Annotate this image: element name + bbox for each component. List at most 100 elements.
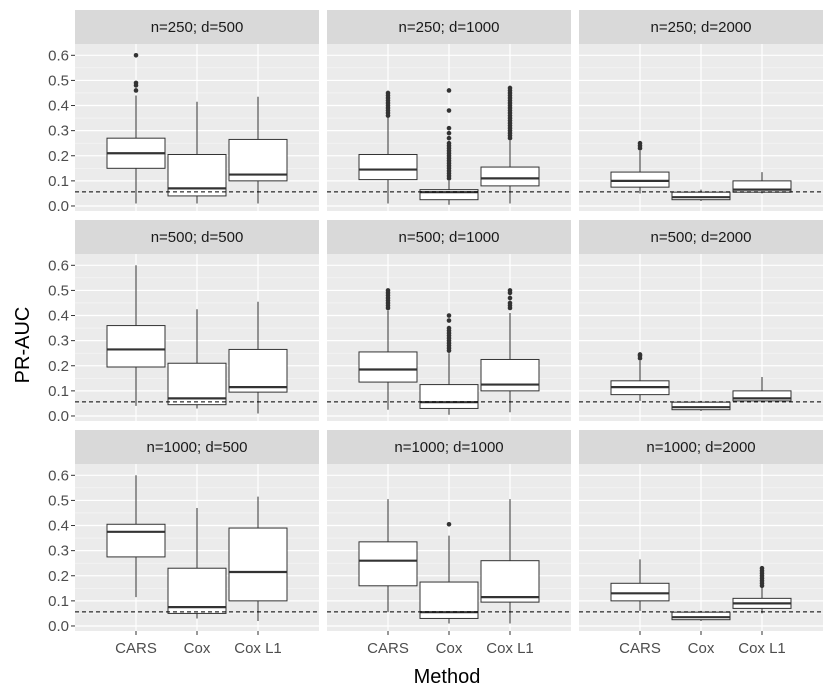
facet-strip — [327, 220, 571, 254]
box-iqr — [480, 358, 540, 392]
y-tick-label: 0.5 — [48, 72, 69, 89]
y-tick-label: 0.1 — [48, 593, 69, 610]
y-tick-label: 0.0 — [48, 408, 69, 425]
outlier-point — [446, 130, 452, 136]
box-cars — [358, 499, 418, 613]
outlier-point — [446, 318, 452, 323]
box-cars — [106, 475, 166, 598]
outlier-point — [446, 135, 452, 141]
box-cox — [167, 101, 227, 204]
x-tick-label: CARS — [367, 640, 409, 657]
x-tick-label: Cox L1 — [738, 640, 786, 657]
facet-strip — [75, 430, 319, 464]
facet-strip — [579, 430, 823, 464]
box-cars — [358, 90, 418, 204]
x-tick-label: Cox — [184, 640, 211, 657]
facet-title: n=500; d=500 — [151, 229, 244, 246]
x-tick-label: Cox — [688, 640, 715, 657]
box-cars — [610, 559, 670, 611]
facet-panel: n=500; d=2000 — [579, 220, 823, 421]
y-tick-label: 0.6 — [48, 47, 69, 64]
box-iqr — [419, 384, 479, 409]
outlier-point — [507, 85, 513, 91]
y-tick-label: 0.3 — [48, 123, 69, 140]
box-cox — [167, 309, 227, 409]
outlier-point — [446, 313, 452, 318]
box-cox-l1 — [480, 85, 540, 204]
y-tick-label: 0.3 — [48, 543, 69, 560]
x-tick-label: CARS — [619, 640, 661, 657]
y-tick-label: 0.0 — [48, 198, 69, 215]
x-tick-label: CARS — [115, 640, 157, 657]
y-tick-label: 0.2 — [48, 568, 69, 585]
facet-panel: n=1000; d=2000 CARS Cox Cox L1 — [579, 430, 823, 657]
y-tick-label: 0.4 — [48, 98, 69, 115]
facet-panel: n=250; d=2000 — [579, 10, 823, 211]
box-cox-l1 — [228, 496, 288, 621]
outlier-point — [446, 521, 452, 527]
box-cars — [358, 288, 418, 410]
facet-panel: n=250; d=1000 — [327, 10, 571, 211]
box-cars — [610, 140, 670, 194]
outlier-point — [385, 90, 391, 96]
outlier-point — [637, 352, 643, 357]
box-cox — [671, 400, 731, 411]
facet-strip — [75, 220, 319, 254]
box-cox-l1 — [228, 301, 288, 414]
facet-title: n=250; d=1000 — [399, 19, 500, 36]
outlier-point — [446, 325, 452, 331]
outlier-point — [133, 88, 139, 93]
facet-title: n=250; d=500 — [151, 19, 244, 36]
y-tick-label: 0.3 — [48, 333, 69, 350]
facet-panel: n=500; d=500 0.0 0.1 0.2 0.3 0.4 0.5 0.6 — [48, 220, 319, 425]
facet-panel: n=250; d=500 0.0 0.1 0.2 0.3 0.4 0.5 0.6 — [48, 10, 319, 215]
y-tick-label: 0.6 — [48, 257, 69, 274]
y-tick-label: 0.4 — [48, 518, 69, 535]
outlier-point — [507, 295, 513, 301]
y-tick-label: 0.0 — [48, 618, 69, 635]
box-iqr — [732, 390, 792, 402]
box-iqr — [358, 351, 418, 383]
box-iqr — [480, 166, 540, 187]
outlier-point — [637, 140, 643, 146]
outlier-point — [133, 53, 139, 58]
box-cox-l1 — [732, 565, 792, 614]
outlier-point — [133, 80, 139, 86]
box-iqr — [610, 171, 670, 188]
y-axis-title: PR-AUC — [12, 307, 34, 384]
y-tick-label: 0.6 — [48, 467, 69, 484]
box-iqr — [671, 611, 731, 621]
box-cox-l1 — [480, 499, 540, 624]
y-tick-label: 0.2 — [48, 358, 69, 375]
facet-title: n=1000; d=2000 — [646, 439, 755, 456]
y-tick-label: 0.2 — [48, 148, 69, 165]
facet-strip — [579, 220, 823, 254]
x-axis-title: Method — [414, 666, 481, 688]
box-iqr — [480, 560, 540, 603]
outlier-point — [446, 88, 452, 93]
facet-title: n=500; d=1000 — [399, 229, 500, 246]
outlier-point — [446, 108, 452, 113]
box-cars — [106, 265, 166, 406]
x-tick-label: Cox L1 — [486, 640, 534, 657]
x-tick-label: Cox — [436, 640, 463, 657]
outlier-point — [507, 288, 513, 293]
box-cox — [167, 507, 227, 619]
box-iqr — [419, 189, 479, 201]
outlier-point — [446, 140, 452, 146]
facet-panels: n=250; d=500 0.0 0.1 0.2 0.3 0.4 0.5 0.6 n=250; … — [48, 10, 823, 657]
box-iqr — [610, 582, 670, 602]
box-iqr — [671, 191, 731, 201]
box-cox — [671, 610, 731, 621]
y-tick-label: 0.1 — [48, 383, 69, 400]
box-cox-l1 — [480, 288, 540, 413]
facet-title: n=500; d=2000 — [651, 229, 752, 246]
facet-strip — [75, 10, 319, 44]
facet-strip — [579, 10, 823, 44]
facet-title: n=250; d=2000 — [651, 19, 752, 36]
y-tick-label: 0.4 — [48, 308, 69, 325]
box-cars — [610, 352, 670, 401]
y-tick-label: 0.5 — [48, 282, 69, 299]
box-iqr — [358, 541, 418, 587]
outlier-point — [507, 300, 513, 306]
